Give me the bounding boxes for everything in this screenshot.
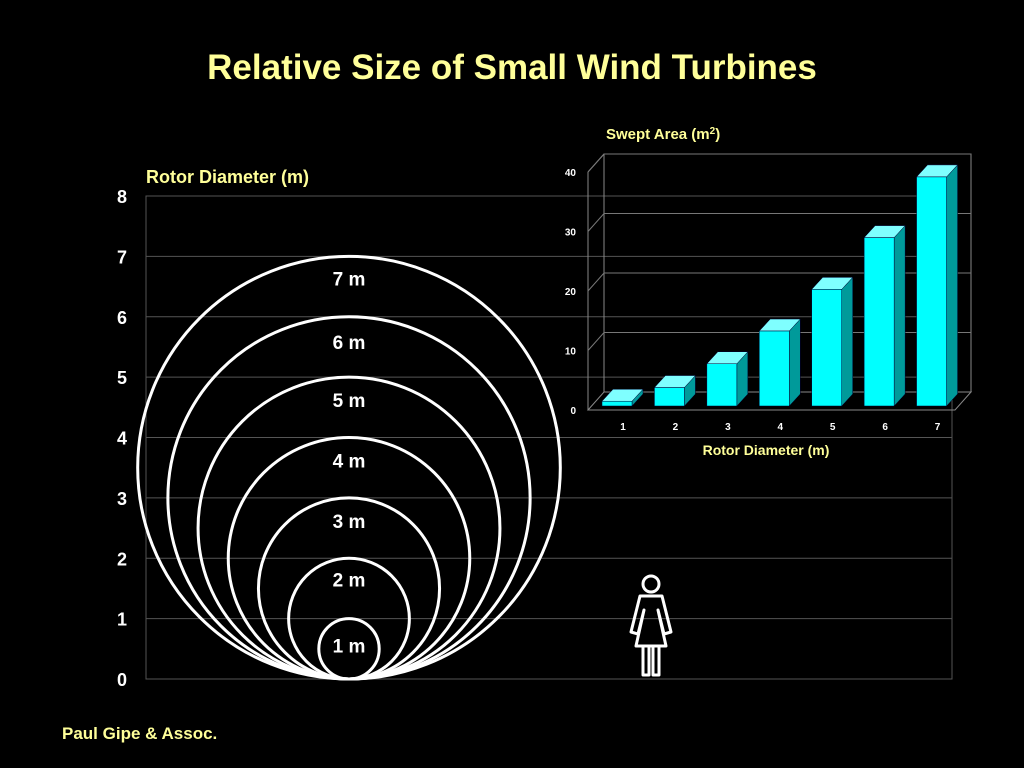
diameter-circles [136, 254, 562, 681]
inset-gridline [587, 272, 971, 292]
page-title: Relative Size of Small Wind Turbines [207, 48, 817, 87]
left-grid [145, 195, 953, 680]
circle-label: 1 m [333, 637, 366, 658]
inset-x-tick-label: 2 [673, 422, 679, 433]
inset-x-tick-label: 4 [778, 422, 784, 433]
inset-bars [601, 164, 959, 407]
inset-y-tick-label: 10 [565, 347, 577, 358]
inset-bar-side [841, 276, 853, 407]
left-y-tick-label: 8 [117, 187, 127, 207]
inset-y-tick-label: 30 [565, 228, 577, 239]
left-y-tick-label: 1 [117, 610, 127, 630]
circle-label: 4 m [333, 452, 366, 473]
inset-y-tick-label: 40 [565, 168, 577, 179]
inset-y-tick-label: 0 [570, 406, 576, 417]
inset-title-main: Swept Area (m [606, 126, 710, 143]
inset-bar [758, 318, 801, 407]
inset-bar-front [601, 400, 633, 407]
inset-bar-front [706, 363, 738, 407]
inset-bar [863, 224, 906, 407]
inset-bar [916, 164, 959, 407]
left-y-tick-label: 7 [117, 247, 127, 267]
left-y-tick-label: 2 [117, 549, 127, 569]
credit-text: Paul Gipe & Assoc. [62, 724, 218, 743]
inset-x-axis-label: Rotor Diameter (m) [703, 442, 830, 458]
inset-title-end: ) [715, 126, 720, 143]
left-y-tick-label: 4 [117, 429, 127, 449]
circle-label: 5 m [333, 391, 366, 412]
inset-bar-side [946, 164, 958, 407]
left-y-tick-label: 0 [117, 670, 127, 690]
left-y-axis-label: Rotor Diameter (m) [146, 167, 309, 187]
inset-x-tick-label: 5 [830, 422, 836, 433]
left-y-ticks: 0 1 2 3 4 5 6 7 8 [117, 187, 127, 690]
inset-x-tick-label: 6 [882, 422, 888, 433]
inset-bar [653, 374, 696, 407]
inset-x-tick-label: 7 [935, 422, 941, 433]
circle-label: 3 m [333, 512, 366, 533]
inset-bar-side [893, 224, 906, 407]
circle-label: 2 m [333, 570, 366, 591]
woman-figure-icon [629, 574, 673, 677]
inset-y-ticks: 0 10 20 30 40 [565, 168, 577, 417]
inset-frame [586, 153, 973, 411]
left-y-tick-label: 5 [117, 368, 127, 388]
inset-bar [601, 388, 644, 407]
inset-bar-side [789, 318, 801, 407]
inset-bar-front [811, 289, 842, 407]
left-y-tick-label: 3 [117, 489, 127, 509]
diameter-circle-labels: 1 m 2 m 3 m 4 m 5 m 6 m 7 m [333, 269, 366, 657]
inset-title-sup: 2 [710, 126, 716, 137]
inset-y-tick-label: 20 [565, 287, 577, 298]
circle-label: 7 m [333, 269, 366, 290]
inset-gridline [587, 153, 971, 173]
left-y-tick-label: 6 [117, 308, 127, 328]
inset-bar [706, 351, 749, 407]
inset-bar [811, 276, 854, 407]
inset-gridline [587, 213, 971, 232]
inset-bar-front [863, 237, 895, 407]
inset-x-ticks: 1 2 3 4 5 6 7 [620, 422, 941, 433]
inset-title: Swept Area (m2) [606, 126, 720, 144]
inset-x-tick-label: 1 [620, 422, 626, 433]
diameter-circle [317, 617, 381, 681]
inset-bar-front [654, 387, 685, 407]
inset-bar-front [916, 176, 947, 407]
inset-bar-front [759, 330, 790, 407]
inset-x-tick-label: 3 [725, 422, 731, 433]
circle-label: 6 m [333, 333, 366, 354]
